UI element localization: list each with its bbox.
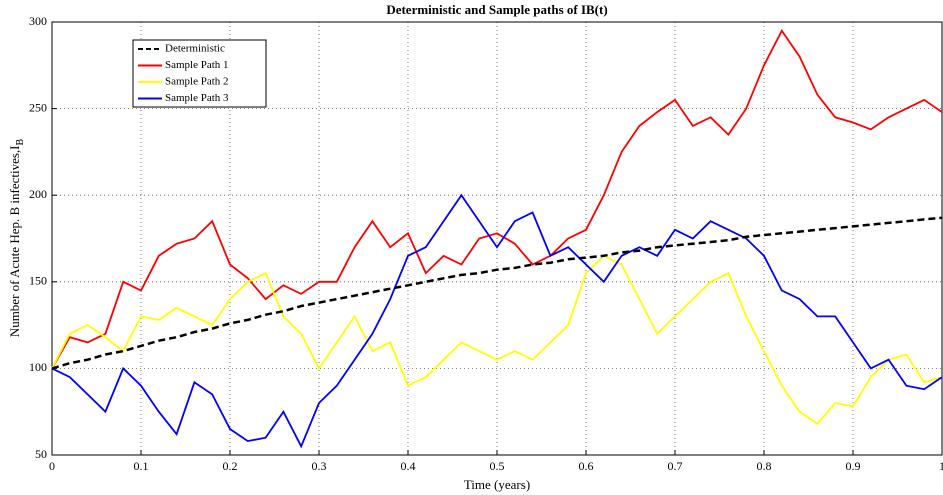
y-tick-label: 250	[29, 100, 47, 114]
y-axis-label: Number of Acute Hep. B infectives,IB	[7, 138, 26, 337]
legend-label: Sample Path 3	[165, 92, 229, 104]
x-tick-label: 0.1	[134, 459, 149, 473]
y-tick-label: 300	[29, 14, 47, 28]
legend-label: Sample Path 1	[165, 59, 229, 71]
series-line	[51, 216, 943, 370]
x-tick-label: 0.2	[223, 459, 238, 473]
x-tick-label: 0.6	[579, 459, 594, 473]
series-line	[51, 28, 943, 369]
y-axis-label-subscript: B	[15, 138, 26, 145]
legend-box	[132, 39, 267, 108]
y-tick-label: 150	[29, 274, 47, 288]
y-tick-label: 100	[29, 360, 47, 374]
x-tick-label: 0.3	[312, 459, 327, 473]
x-tick-label: 0.4	[401, 459, 416, 473]
x-tick-label: 0.7	[668, 459, 683, 473]
legend-label: Deterministic	[165, 43, 225, 55]
x-axis-label: Time (years)	[464, 477, 530, 492]
y-axis-label-text: Number of Acute Hep. B infectives,I	[7, 145, 22, 337]
x-tick-label: 0.9	[846, 459, 861, 473]
y-tick-label: 50	[35, 447, 47, 461]
plot-frame	[51, 21, 943, 456]
y-tick-label: 200	[29, 187, 47, 201]
x-tick-label: 0	[49, 459, 55, 473]
legend-label: Sample Path 2	[165, 76, 229, 88]
chart-title: Deterministic and Sample paths of IB(t)	[386, 2, 607, 17]
series-line	[51, 193, 943, 449]
x-tick-label: 0.5	[490, 459, 505, 473]
x-tick-label: 1	[939, 459, 943, 473]
series-line	[51, 254, 943, 425]
x-tick-label: 0.8	[757, 459, 772, 473]
